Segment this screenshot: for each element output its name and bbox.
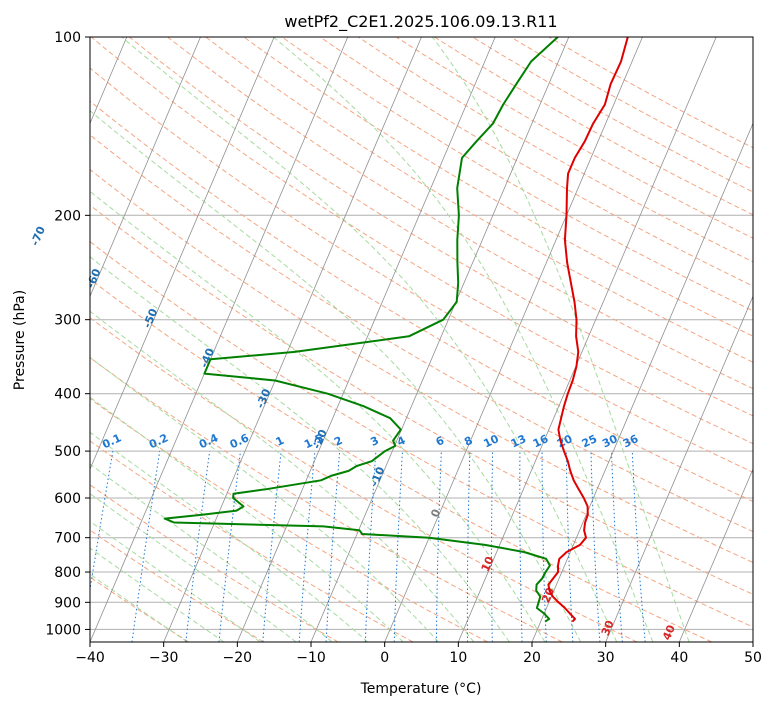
y-tick-label: 900: [54, 595, 81, 611]
x-tick-label: 40: [670, 650, 688, 666]
y-tick-label: 700: [54, 531, 81, 547]
x-tick-label: 0: [380, 650, 389, 666]
x-tick-label: 20: [523, 650, 541, 666]
x-tick-label: 10: [449, 650, 467, 666]
y-tick-label: 300: [54, 313, 81, 329]
x-tick-label: −40: [75, 650, 105, 666]
y-tick-label: 800: [54, 565, 81, 581]
y-tick-label: 200: [54, 208, 81, 224]
x-tick-label: −20: [223, 650, 253, 666]
y-tick-label: 600: [54, 491, 81, 507]
y-tick-label: 100: [54, 30, 81, 46]
x-tick-label: 30: [597, 650, 615, 666]
chart-title: wetPf2_C2E1.2025.106.09.13.R11: [284, 12, 557, 32]
y-tick-label: 1000: [45, 622, 81, 638]
y-tick-label: 500: [54, 444, 81, 460]
x-tick-label: −30: [149, 650, 179, 666]
y-axis-label: Pressure (hPa): [12, 290, 28, 390]
x-tick-label: 50: [744, 650, 762, 666]
y-tick-label: 400: [54, 387, 81, 403]
x-axis-label: Temperature (°C): [360, 681, 482, 697]
x-tick-label: −10: [296, 650, 326, 666]
